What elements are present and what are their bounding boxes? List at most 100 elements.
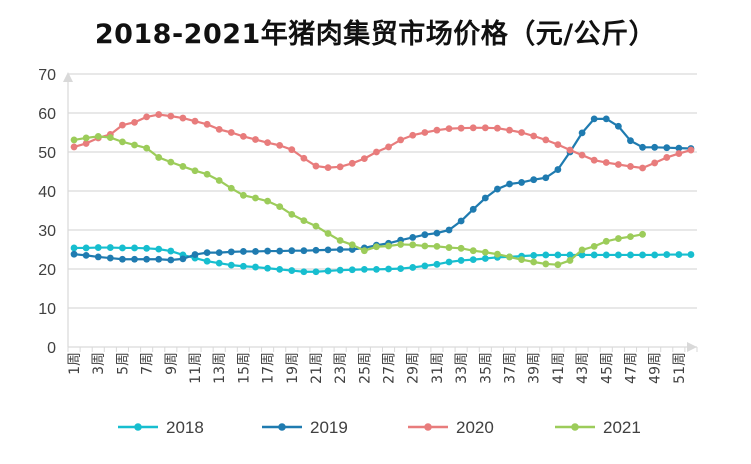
data-point-2018: [373, 266, 380, 273]
data-point-2018: [83, 245, 90, 252]
data-point-2018: [228, 262, 235, 269]
data-point-2021: [397, 241, 404, 248]
data-point-2020: [663, 154, 670, 161]
data-point-2021: [204, 171, 211, 178]
legend: 2018 2019 2020 2021: [118, 418, 641, 437]
data-point-2018: [542, 252, 549, 259]
data-point-2018: [155, 246, 162, 253]
legend-item-2020: 2020: [408, 418, 494, 437]
data-point-2018: [530, 252, 537, 259]
data-point-2018: [651, 252, 658, 259]
data-point-2021: [591, 243, 598, 250]
data-point-2020: [421, 129, 428, 136]
data-point-2018: [349, 266, 356, 273]
data-point-2019: [518, 179, 525, 186]
x-tick-label: 9周: [164, 352, 180, 375]
data-point-2020: [71, 144, 78, 151]
data-point-2020: [542, 137, 549, 144]
data-point-2018: [603, 252, 610, 259]
series-lines: [71, 111, 695, 275]
data-point-2019: [470, 206, 477, 213]
data-point-2019: [615, 123, 622, 130]
data-point-2019: [530, 176, 537, 183]
data-point-2019: [651, 144, 658, 151]
data-point-2019: [446, 227, 453, 234]
y-tick-label: 50: [38, 145, 56, 162]
data-point-2019: [506, 181, 513, 188]
data-point-2020: [470, 124, 477, 131]
data-point-2018: [409, 264, 416, 271]
x-axis-arrow: [687, 342, 697, 352]
data-point-2018: [434, 261, 441, 268]
data-point-2020: [143, 114, 150, 121]
y-tick-label: 60: [38, 106, 56, 123]
data-point-2019: [337, 246, 344, 253]
data-point-2021: [627, 233, 634, 240]
data-point-2021: [361, 247, 368, 254]
data-point-2020: [192, 118, 199, 125]
y-tick-label: 70: [38, 67, 56, 84]
data-point-2019: [554, 166, 561, 173]
data-point-2019: [155, 256, 162, 263]
data-point-2019: [639, 144, 646, 151]
data-point-2018: [167, 248, 174, 255]
data-point-2020: [530, 133, 537, 140]
data-point-2018: [131, 245, 138, 252]
x-tick-label: 3周: [91, 352, 107, 375]
x-tick-label: 23周: [333, 352, 349, 384]
data-point-2021: [240, 192, 247, 199]
data-point-2018: [276, 266, 283, 273]
data-point-2019: [458, 218, 465, 225]
x-tick-label: 47周: [623, 352, 639, 384]
legend-label: 2019: [310, 418, 348, 437]
data-point-2019: [167, 257, 174, 264]
data-point-2021: [95, 133, 102, 140]
data-point-2021: [325, 230, 332, 237]
data-point-2021: [71, 137, 78, 144]
x-tick-label: 21周: [309, 352, 325, 384]
data-point-2020: [615, 161, 622, 168]
data-point-2018: [300, 268, 307, 275]
data-point-2018: [446, 259, 453, 266]
data-point-2018: [143, 245, 150, 252]
data-point-2018: [361, 266, 368, 273]
x-tick-label: 49周: [648, 352, 664, 384]
data-point-2020: [506, 127, 513, 134]
data-point-2020: [180, 115, 187, 122]
data-point-2020: [627, 163, 634, 170]
data-point-2020: [409, 132, 416, 139]
data-point-2020: [204, 121, 211, 128]
x-tick-label: 17周: [261, 352, 277, 384]
data-point-2021: [579, 246, 586, 253]
data-point-2021: [131, 142, 138, 149]
data-point-2019: [627, 137, 634, 144]
data-point-2021: [180, 163, 187, 170]
data-point-2020: [518, 129, 525, 136]
data-point-2018: [71, 245, 78, 252]
data-point-2018: [470, 256, 477, 263]
x-tick-label: 13周: [212, 352, 228, 384]
x-tick-label: 37周: [503, 352, 519, 384]
data-point-2019: [591, 115, 598, 122]
x-tick-label: 39周: [527, 352, 543, 384]
data-point-2019: [313, 247, 320, 254]
data-point-2020: [216, 126, 223, 133]
data-point-2018: [482, 255, 489, 262]
data-point-2021: [313, 223, 320, 230]
data-point-2020: [446, 125, 453, 132]
data-point-2021: [143, 145, 150, 152]
legend-item-2018: 2018: [118, 418, 204, 437]
data-point-2019: [542, 174, 549, 181]
x-tick-label: 51周: [672, 352, 688, 384]
data-point-2019: [240, 248, 247, 255]
data-point-2019: [434, 230, 441, 237]
data-point-2019: [71, 251, 78, 258]
data-point-2019: [494, 186, 501, 193]
data-point-2021: [567, 257, 574, 264]
legend-label: 2018: [166, 418, 204, 437]
data-point-2019: [300, 247, 307, 254]
data-point-2020: [300, 155, 307, 162]
data-point-2021: [83, 135, 90, 142]
data-point-2018: [216, 260, 223, 267]
data-point-2019: [579, 129, 586, 136]
